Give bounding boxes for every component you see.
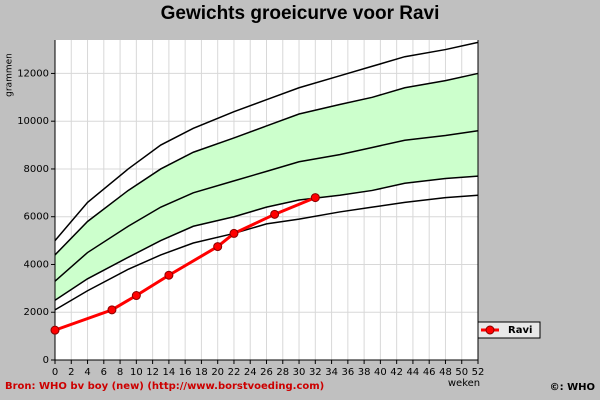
data-point	[50, 325, 60, 335]
reference-curve	[54, 130, 479, 282]
data-line	[54, 196, 316, 332]
legend-box	[477, 321, 541, 339]
data-point	[310, 193, 320, 203]
x-tick-label: 36	[341, 367, 354, 378]
source-text: Bron: WHO bv boy (new) (http://www.borst…	[5, 381, 324, 392]
data-point	[131, 291, 141, 301]
data-point	[270, 209, 280, 219]
y-tick-label: 4000	[24, 259, 49, 270]
x-tick-label: 46	[423, 367, 436, 378]
x-tick-label: 4	[84, 367, 90, 378]
data-point	[107, 305, 117, 315]
data-point	[229, 228, 239, 238]
x-tick-label: 50	[455, 367, 468, 378]
x-tick-label: 44	[407, 367, 420, 378]
x-tick-label: 8	[117, 367, 123, 378]
x-tick-label: 12	[146, 367, 159, 378]
x-tick-label: 22	[228, 367, 241, 378]
y-tick-label: 8000	[24, 164, 49, 175]
data-point	[164, 270, 174, 280]
reference-curve	[54, 194, 479, 311]
x-tick-label: 34	[325, 367, 338, 378]
x-tick-label: 38	[358, 367, 371, 378]
y-axis-label: grammen	[5, 53, 15, 97]
reference-curve	[54, 72, 479, 256]
y-tick-label: 12000	[17, 68, 49, 79]
x-tick-label: 20	[211, 367, 224, 378]
y-tick-label: 10000	[17, 116, 49, 127]
reference-curve	[54, 41, 479, 242]
legend-label: Ravi	[508, 325, 532, 336]
x-tick-label: 24	[244, 367, 257, 378]
x-tick-label: 40	[374, 367, 387, 378]
x-tick-label: 32	[309, 367, 322, 378]
data-point	[213, 242, 223, 252]
x-tick-label: 18	[195, 367, 208, 378]
band	[55, 73, 478, 301]
x-tick-label: 2	[68, 367, 74, 378]
y-tick-label: 0	[43, 355, 49, 366]
chart-title: Gewichts groeicurve voor Ravi	[161, 3, 440, 24]
x-tick-label: 26	[260, 367, 273, 378]
legend-marker	[485, 325, 495, 335]
y-tick-label: 2000	[24, 307, 49, 318]
reference-curve	[54, 175, 479, 301]
y-tick-label: 6000	[24, 212, 49, 223]
x-tick-label: 10	[130, 367, 143, 378]
x-tick-label: 42	[390, 367, 403, 378]
x-tick-label: 48	[439, 367, 452, 378]
x-tick-label: 6	[101, 367, 107, 378]
x-tick-label: 30	[293, 367, 306, 378]
x-tick-label: 0	[52, 367, 58, 378]
x-tick-label: 28	[276, 367, 289, 378]
x-axis-label: weken	[448, 378, 480, 389]
copyright-text: ©: WHO	[550, 382, 595, 393]
x-tick-label: 14	[163, 367, 176, 378]
x-tick-label: 52	[472, 367, 485, 378]
x-tick-label: 16	[179, 367, 192, 378]
